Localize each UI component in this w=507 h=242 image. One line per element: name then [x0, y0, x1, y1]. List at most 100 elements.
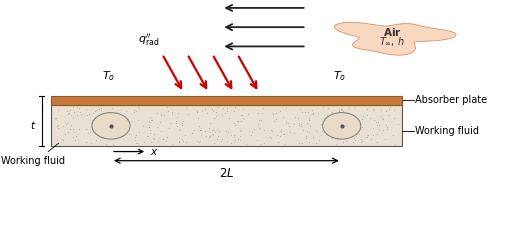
Point: [121, 125, 129, 129]
Point: [218, 139, 226, 143]
Point: [257, 142, 265, 146]
Point: [358, 117, 366, 121]
Point: [224, 130, 232, 134]
Point: [279, 115, 287, 119]
Point: [382, 109, 390, 113]
Point: [83, 113, 91, 117]
Point: [337, 107, 345, 111]
Point: [59, 137, 67, 141]
Point: [361, 135, 370, 138]
Point: [132, 133, 140, 137]
Point: [83, 127, 91, 131]
Point: [335, 110, 343, 114]
Point: [106, 119, 114, 122]
Point: [65, 111, 73, 115]
Point: [375, 123, 383, 127]
Point: [195, 140, 203, 144]
Point: [214, 135, 223, 138]
Text: $T_o$: $T_o$: [333, 69, 346, 83]
Point: [214, 105, 222, 109]
Bar: [51, 105, 402, 146]
Point: [169, 142, 177, 145]
Point: [279, 132, 287, 136]
Point: [254, 138, 262, 142]
Point: [148, 118, 156, 122]
Point: [386, 105, 394, 109]
Point: [109, 142, 117, 146]
Point: [286, 130, 294, 134]
Point: [303, 129, 311, 133]
Point: [176, 128, 185, 132]
Point: [82, 107, 90, 111]
Point: [318, 124, 327, 128]
Point: [248, 130, 256, 134]
Point: [328, 121, 336, 125]
Point: [305, 118, 313, 122]
Point: [356, 122, 364, 126]
Point: [331, 117, 339, 121]
Point: [209, 129, 217, 132]
Point: [231, 105, 239, 108]
Point: [260, 141, 268, 144]
Point: [196, 129, 204, 132]
Point: [208, 132, 216, 136]
Point: [163, 105, 171, 109]
Point: [96, 134, 104, 137]
Point: [53, 124, 61, 128]
Point: [260, 128, 268, 131]
Point: [328, 110, 336, 114]
Point: [150, 136, 158, 140]
Point: [266, 135, 274, 139]
Point: [147, 118, 155, 122]
Point: [304, 110, 312, 114]
Point: [337, 119, 345, 122]
Point: [168, 112, 176, 116]
Point: [214, 129, 223, 133]
Point: [281, 106, 289, 110]
Point: [348, 118, 356, 121]
Point: [138, 124, 147, 128]
Point: [139, 140, 148, 144]
Point: [239, 107, 247, 111]
Point: [306, 124, 314, 128]
Point: [236, 128, 244, 132]
Point: [135, 130, 143, 134]
Point: [225, 116, 233, 120]
Point: [230, 121, 238, 125]
Point: [188, 131, 196, 135]
Point: [70, 130, 78, 134]
Point: [88, 118, 96, 122]
Text: Absorber plate: Absorber plate: [415, 95, 488, 105]
Point: [378, 116, 386, 120]
Point: [237, 113, 245, 117]
Point: [312, 128, 320, 132]
Point: [107, 118, 116, 121]
Point: [71, 138, 79, 142]
Point: [194, 116, 202, 120]
Point: [87, 121, 95, 125]
Point: [157, 129, 165, 133]
Point: [107, 131, 116, 135]
Point: [102, 142, 110, 146]
Point: [166, 121, 174, 125]
Point: [367, 137, 375, 141]
Point: [333, 137, 341, 141]
Point: [67, 123, 76, 127]
Point: [109, 120, 117, 124]
Point: [101, 131, 110, 135]
Point: [335, 108, 343, 112]
Point: [390, 108, 398, 112]
Point: [104, 136, 112, 140]
Point: [179, 139, 187, 143]
Point: [182, 141, 190, 144]
Point: [302, 134, 310, 138]
Point: [54, 126, 62, 130]
Point: [212, 114, 221, 118]
Point: [393, 121, 402, 125]
Point: [317, 129, 325, 133]
Point: [105, 127, 114, 130]
Point: [51, 116, 59, 120]
Point: [363, 133, 371, 137]
Point: [193, 109, 201, 113]
Point: [61, 132, 69, 136]
